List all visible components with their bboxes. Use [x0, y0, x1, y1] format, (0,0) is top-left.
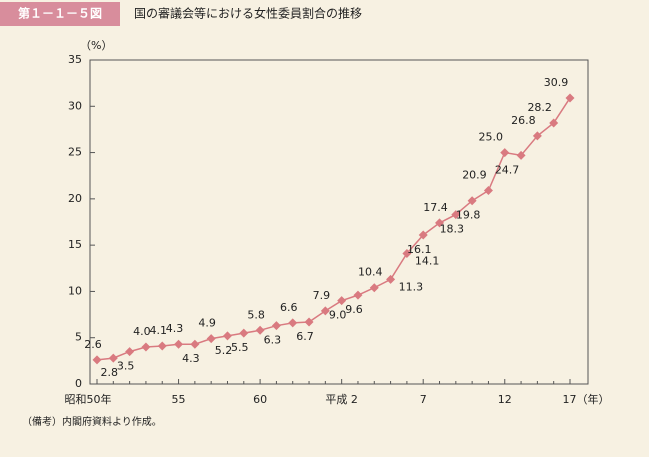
data-point	[451, 210, 461, 220]
data-label: 4.0	[133, 325, 151, 338]
data-label: 4.3	[166, 322, 184, 335]
data-point	[222, 331, 232, 341]
data-label: 5.2	[215, 344, 233, 357]
data-point	[369, 283, 379, 293]
y-tick-label: 10	[68, 284, 82, 297]
data-label: 14.1	[415, 254, 440, 267]
data-point	[206, 334, 216, 344]
data-label: 17.4	[423, 201, 448, 214]
data-point	[500, 148, 510, 158]
data-point	[532, 131, 542, 141]
y-tick-label: 5	[75, 331, 82, 344]
data-point	[304, 317, 314, 327]
data-label: 2.8	[101, 366, 119, 379]
data-point	[565, 93, 575, 103]
data-label: 16.1	[407, 243, 432, 256]
data-label: 4.3	[182, 352, 200, 365]
data-point	[190, 339, 200, 349]
data-point	[467, 196, 477, 206]
x-tick-label: 12	[498, 393, 512, 406]
data-label: 26.8	[511, 114, 536, 127]
x-tick-label: 平成 2	[325, 393, 358, 406]
data-point	[483, 186, 493, 196]
x-tick-label: 7	[420, 393, 427, 406]
data-point	[92, 355, 102, 365]
figure-badge	[0, 2, 120, 26]
data-label: 28.2	[527, 101, 552, 114]
data-point	[386, 274, 396, 284]
data-label: 6.3	[264, 334, 282, 347]
chart-title: 国の審議会等における女性委員割合の推移	[134, 6, 362, 21]
x-tick-label: 昭和50年	[65, 392, 112, 406]
figure-number: 第１－１－５図	[18, 6, 102, 21]
data-label: 18.3	[440, 223, 465, 236]
data-label: 7.9	[313, 289, 331, 302]
data-label: 2.6	[84, 338, 102, 351]
data-point	[141, 342, 151, 352]
data-point	[174, 339, 184, 349]
data-point	[516, 150, 526, 160]
data-label: 3.5	[117, 360, 135, 373]
data-label: 11.3	[399, 280, 424, 293]
y-tick-label: 15	[68, 238, 82, 251]
data-label: 24.7	[495, 163, 520, 176]
data-label: 19.8	[456, 209, 481, 222]
y-unit: （%）	[80, 39, 112, 52]
data-point	[549, 118, 559, 128]
data-point	[320, 306, 330, 316]
data-point	[125, 347, 135, 357]
data-point	[108, 353, 118, 363]
y-tick-label: 0	[75, 377, 82, 390]
data-label: 4.9	[198, 317, 216, 330]
data-label: 9.6	[345, 303, 363, 316]
data-label: 25.0	[479, 131, 504, 144]
footnote: （備考）内閣府資料より作成。	[22, 415, 162, 428]
data-label: 30.9	[544, 76, 569, 89]
data-point	[239, 328, 249, 338]
data-point	[288, 318, 298, 328]
data-label: 20.9	[462, 169, 487, 182]
data-point	[337, 296, 347, 306]
data-point	[418, 230, 428, 240]
x-tick-label: 60	[253, 393, 267, 406]
data-point	[255, 325, 265, 335]
y-tick-label: 35	[68, 53, 82, 66]
data-point	[157, 341, 167, 351]
y-tick-label: 20	[68, 192, 82, 205]
data-label: 4.1	[149, 324, 167, 337]
data-point	[435, 218, 445, 228]
data-label: 6.7	[296, 330, 314, 343]
data-point	[402, 248, 412, 258]
x-tick-label: 55	[172, 393, 186, 406]
y-tick-label: 30	[68, 99, 82, 112]
plot-frame	[89, 59, 589, 385]
x-tick-label: 17（年）	[563, 392, 610, 406]
data-point	[271, 321, 281, 331]
data-point	[353, 290, 363, 300]
data-label: 10.4	[358, 266, 383, 279]
data-label: 6.6	[280, 301, 298, 314]
data-label: 9.0	[329, 309, 347, 322]
data-label: 5.5	[231, 341, 249, 354]
data-label: 5.8	[247, 308, 265, 321]
y-tick-label: 25	[68, 146, 82, 159]
